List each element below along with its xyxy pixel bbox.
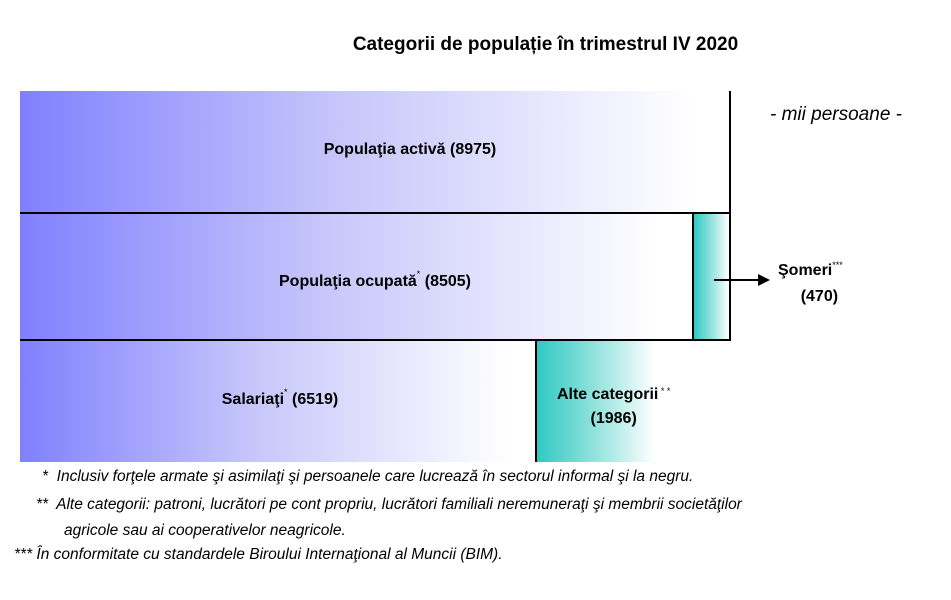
label-populatia-activa-text: Populaţia activă [323, 141, 446, 158]
label-salariati-footnote-mark: * [284, 387, 288, 397]
footnote-1: * Inclusiv forţele armate şi asimilaţi ş… [42, 468, 693, 486]
footnote-2-marker: ** [36, 496, 49, 513]
label-populatia-ocupata-footnote-mark: * [416, 269, 421, 279]
label-salariati-value: (6519) [287, 391, 339, 408]
separator-line-1 [20, 212, 730, 214]
someri-arrow-icon [714, 274, 770, 286]
label-populatia-ocupata-text: Populaţia ocupată [278, 273, 417, 290]
footnote-3-marker: *** [14, 546, 33, 563]
right-boundary-line [729, 91, 731, 341]
footnote-3-text: În conformitate cu standardele Biroului … [36, 546, 503, 563]
footnote-2: ** Alte categorii: patroni, lucrători pe… [36, 496, 742, 514]
label-populatia-activa: Populaţia activă (8975) [324, 141, 497, 159]
label-alte-categorii-text: Alte categorii [556, 386, 659, 403]
label-populatia-ocupata: Populaţia ocupată* (8505) [278, 269, 472, 291]
label-someri-footnote-mark: *** [832, 260, 843, 270]
label-salariati-text: Salariaţi [221, 391, 285, 408]
footnote-2-text: Alte categorii: patroni, lucrători pe co… [56, 496, 742, 513]
label-populatia-activa-value: (8975) [445, 141, 497, 158]
footnote-2-continuation: agricole sau ai cooperativelor neagricol… [64, 522, 346, 539]
footnote-3: *** În conformitate cu standardele Birou… [14, 546, 503, 564]
label-someri-text: Şomeri [778, 262, 833, 279]
label-populatia-ocupata-value: (8505) [420, 273, 472, 290]
footnote-1-marker: * [42, 468, 49, 485]
label-alte-categorii: Alte categorii * * (1986) [557, 383, 670, 431]
footnote-1-text: Inclusiv forţele armate şi asimilaţi şi … [56, 468, 694, 485]
label-alte-categorii-footnote-mark: * * [658, 386, 671, 396]
bar-salariati [20, 340, 535, 462]
unit-label: - mii persoane - [770, 104, 902, 125]
label-someri: Şomeri*** (470) [778, 258, 843, 310]
bar-populatia-ocupata [20, 213, 692, 340]
separator-line-2 [20, 339, 730, 341]
label-salariati: Salariaţi* (6519) [221, 387, 339, 409]
label-someri-value: (470) [800, 288, 839, 305]
bar-populatia-activa [20, 91, 729, 213]
chart-title: Categorii de populație în trimestrul IV … [352, 34, 739, 55]
bar-someri [691, 213, 729, 340]
label-alte-categorii-value: (1986) [590, 410, 637, 427]
divider-salariati-alte [534, 340, 537, 462]
